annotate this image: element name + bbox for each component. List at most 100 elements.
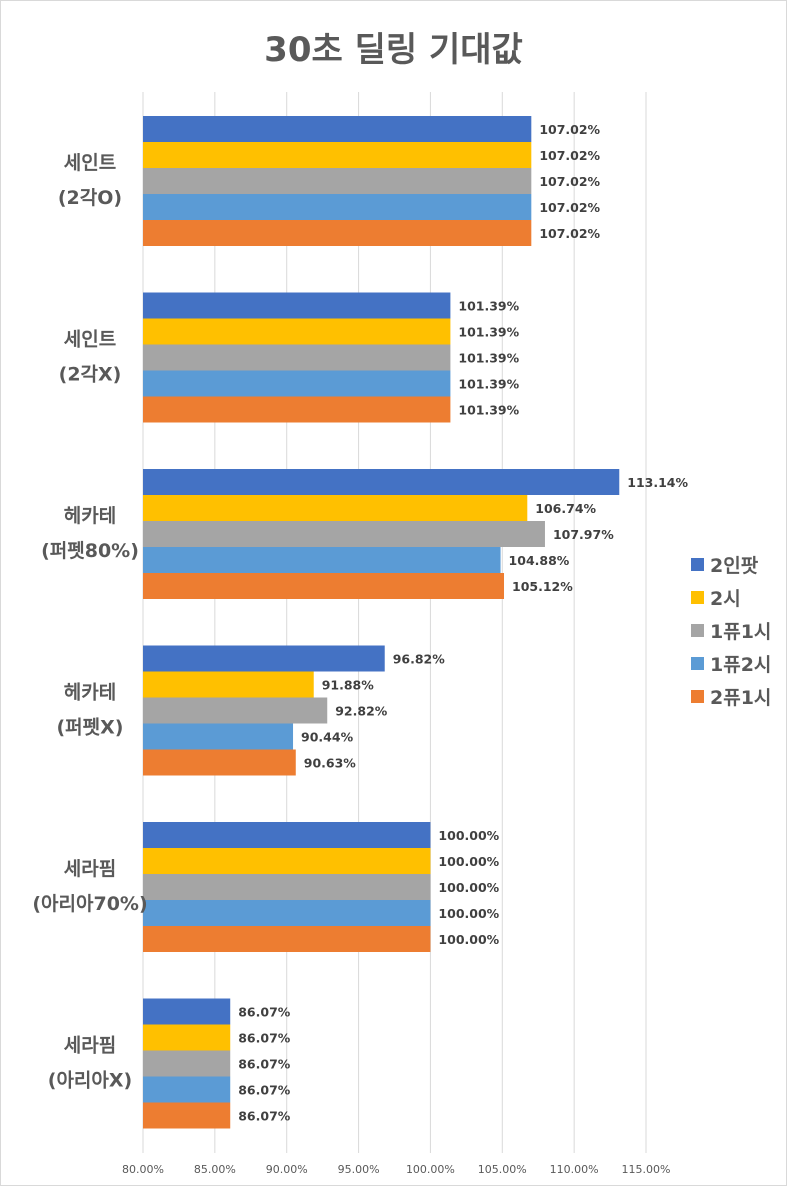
legend-swatch xyxy=(691,690,704,703)
x-tick-label: 115.00% xyxy=(622,1163,671,1176)
bar-value-label: 113.14% xyxy=(627,475,688,490)
bar-value-label: 107.02% xyxy=(539,122,600,137)
bar-value-label: 100.00% xyxy=(438,854,499,869)
bar xyxy=(143,998,231,1025)
bar xyxy=(143,697,328,724)
gridlines xyxy=(142,92,647,1153)
bar xyxy=(143,168,532,194)
bar-value-label: 107.02% xyxy=(539,226,600,241)
bar-value-label: 100.00% xyxy=(438,880,499,895)
x-tick-label: 110.00% xyxy=(550,1163,599,1176)
bar-value-label: 107.97% xyxy=(553,527,614,542)
legend-label: 2퓨1시 xyxy=(710,687,772,709)
bar-value-label: 107.02% xyxy=(539,200,600,215)
bar xyxy=(143,848,431,874)
category-label: (2각O) xyxy=(58,187,122,209)
legend-label: 1퓨2시 xyxy=(710,654,772,676)
bar xyxy=(143,495,528,521)
bar-value-label: 92.82% xyxy=(335,704,388,719)
bar-value-label: 105.12% xyxy=(512,579,573,594)
bar-value-label: 101.39% xyxy=(458,299,519,314)
legend-label: 2인팟 xyxy=(710,555,759,577)
category-label: (2각X) xyxy=(59,364,122,386)
bar-value-label: 86.07% xyxy=(238,1083,291,1098)
bar xyxy=(143,874,431,900)
category-label: (퍼펫X) xyxy=(57,717,124,739)
bar xyxy=(143,1050,231,1077)
legend: 2인팟 2시 1퓨1시 1퓨2시 2퓨1시 xyxy=(691,548,771,713)
bar xyxy=(143,573,505,599)
legend-label: 1퓨1시 xyxy=(710,621,772,643)
bar xyxy=(143,547,501,573)
bar-value-label: 101.39% xyxy=(458,325,519,340)
bar xyxy=(143,142,532,168)
bar-value-label: 106.74% xyxy=(535,501,596,516)
bar-value-label: 86.07% xyxy=(238,1005,291,1020)
bar-value-label: 86.07% xyxy=(238,1057,291,1072)
bar xyxy=(143,822,431,848)
bar xyxy=(143,469,620,495)
category-label: 헤카테 xyxy=(64,505,116,527)
bar-value-label: 107.02% xyxy=(539,174,600,189)
bar-value-label: 90.63% xyxy=(304,756,357,771)
bar-value-label: 100.00% xyxy=(438,932,499,947)
bar-value-label: 101.39% xyxy=(458,377,519,392)
legend-swatch xyxy=(691,657,704,670)
bar xyxy=(143,1076,231,1103)
bar xyxy=(143,396,451,423)
category-label: (퍼펫80%) xyxy=(41,540,139,562)
legend-swatch xyxy=(691,558,704,571)
legend-item: 1퓨2시 xyxy=(691,647,771,680)
chart-title: 30초 딜링 기대값 xyxy=(264,30,523,70)
bar-value-label: 91.88% xyxy=(322,678,375,693)
bar xyxy=(143,671,314,698)
bar xyxy=(143,220,532,246)
x-tick-label: 80.00% xyxy=(122,1163,164,1176)
legend-swatch xyxy=(691,591,704,604)
legend-swatch xyxy=(691,624,704,637)
bars xyxy=(143,116,620,1129)
bar xyxy=(143,749,296,776)
x-tick-label: 105.00% xyxy=(478,1163,527,1176)
category-labels: 세인트 (2각O) 세인트 (2각X) 헤카테 (퍼펫80%) 헤카테 (퍼펫X) 세라핌 (아리… xyxy=(32,152,147,1092)
bar xyxy=(143,194,532,220)
x-tick-label: 100.00% xyxy=(406,1163,455,1176)
bar xyxy=(143,645,385,672)
bar-value-label: 90.44% xyxy=(301,730,354,745)
bar xyxy=(143,1102,231,1129)
legend-item: 2시 xyxy=(691,581,771,614)
bar-value-label: 86.07% xyxy=(238,1031,291,1046)
category-label: (아리아X) xyxy=(48,1070,132,1092)
bar-value-label: 101.39% xyxy=(458,403,519,418)
bar xyxy=(143,292,451,319)
bar-value-label: 86.07% xyxy=(238,1109,291,1124)
category-label: 세인트 xyxy=(64,152,116,174)
category-label: 세라핌 xyxy=(64,858,116,880)
category-label: 세인트 xyxy=(64,329,116,351)
bar xyxy=(143,926,431,952)
bar xyxy=(143,1024,231,1051)
bar-value-label: 96.82% xyxy=(393,652,446,667)
bar xyxy=(143,900,431,926)
bar-value-label: 104.88% xyxy=(509,553,570,568)
category-label: (아리아70%) xyxy=(32,893,147,915)
bar-value-label: 107.02% xyxy=(539,148,600,163)
bar-value-label: 100.00% xyxy=(438,828,499,843)
x-tick-label: 95.00% xyxy=(338,1163,380,1176)
x-tick-label: 85.00% xyxy=(194,1163,236,1176)
value-labels: 107.02% 107.02% 107.02% 107.02% 107.02% 101.3… xyxy=(238,122,688,1124)
bar xyxy=(143,370,451,397)
bar xyxy=(143,116,532,142)
legend-item: 1퓨1시 xyxy=(691,614,771,647)
bar-value-label: 101.39% xyxy=(458,351,519,366)
bar xyxy=(143,723,294,750)
legend-label: 2시 xyxy=(710,588,741,610)
legend-item: 2인팟 xyxy=(691,548,771,581)
bar xyxy=(143,344,451,371)
x-axis-ticks: 80.00% 85.00% 90.00% 95.00% 100.00% 105.00% 11… xyxy=(122,1163,670,1176)
bar xyxy=(143,521,545,547)
category-label: 세라핌 xyxy=(64,1035,116,1057)
x-tick-label: 90.00% xyxy=(266,1163,308,1176)
category-label: 헤카테 xyxy=(64,682,116,704)
